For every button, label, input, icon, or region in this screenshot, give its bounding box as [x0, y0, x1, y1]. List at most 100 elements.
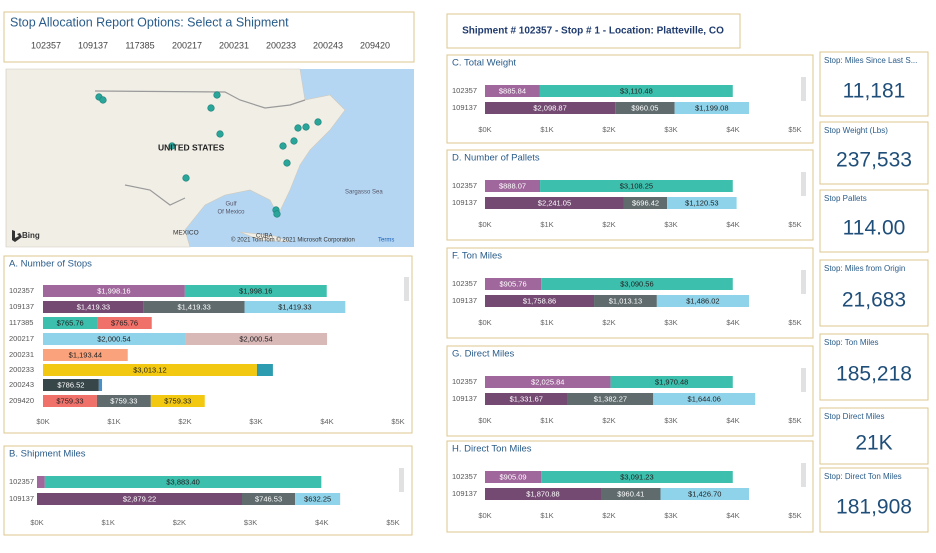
- slicer-title: Stop Allocation Report Options: Select a…: [10, 15, 289, 29]
- slicer-item[interactable]: 200243: [313, 40, 343, 50]
- map-point[interactable]: [290, 137, 298, 145]
- slicer-item[interactable]: 117385: [125, 40, 154, 50]
- bar-segment: [43, 301, 144, 313]
- map-point[interactable]: [273, 210, 281, 218]
- map-point[interactable]: [182, 174, 190, 182]
- map-point[interactable]: [314, 118, 322, 126]
- map-point[interactable]: [99, 96, 107, 104]
- data-label: $3,108.25: [620, 181, 653, 190]
- map-land: [5, 68, 346, 248]
- x-tick-label: $3K: [664, 220, 677, 229]
- data-label: $759.33: [56, 396, 83, 405]
- data-label: $3,883.40: [166, 477, 199, 486]
- x-tick-label: $0K: [36, 417, 49, 426]
- y-tick-label: 102357: [452, 377, 477, 386]
- x-tick-label: $1K: [107, 417, 120, 426]
- map-point[interactable]: [294, 124, 302, 132]
- bar-segment: [485, 393, 568, 405]
- slicer-item[interactable]: 209420: [360, 40, 390, 50]
- slicer-item[interactable]: 200217: [172, 40, 202, 50]
- kpi-label: Stop: Direct Ton Miles: [824, 472, 902, 481]
- map-point[interactable]: [279, 142, 287, 150]
- x-tick-label: $1K: [102, 518, 115, 527]
- y-tick-label: 109137: [452, 296, 477, 305]
- chart-title: D. Number of Pallets: [452, 153, 540, 164]
- map-point[interactable]: [302, 123, 310, 131]
- data-label: $1,419.33: [278, 302, 311, 311]
- data-label: $885.84: [499, 86, 526, 95]
- data-label: $2,025.84: [531, 377, 564, 386]
- bar-segment: [623, 197, 668, 209]
- bar-segment: [485, 85, 540, 97]
- y-tick-label: 200233: [9, 365, 34, 374]
- chart-panel: [446, 54, 814, 144]
- y-tick-label: 102357: [452, 279, 477, 288]
- scrollbar: [801, 77, 806, 101]
- data-label: $888.07: [499, 181, 526, 190]
- bar-segment: [43, 364, 257, 376]
- x-tick-label: $0K: [478, 220, 491, 229]
- map-label: UNITED STATES: [158, 142, 225, 152]
- chart-title: B. Shipment Miles: [9, 449, 86, 460]
- data-label: $1,970.48: [655, 377, 688, 386]
- data-label: $1,419.33: [77, 302, 110, 311]
- data-label: $3,013.12: [133, 365, 166, 374]
- slicer-item[interactable]: 102357: [31, 40, 61, 50]
- x-tick-label: $4K: [315, 518, 328, 527]
- kpi-value: 181,908: [836, 496, 912, 519]
- x-tick-label: $5K: [788, 220, 801, 229]
- bar-segment: [256, 364, 273, 376]
- kpi-label: Stop: Miles Since Last S...: [824, 56, 917, 65]
- kpi-card: [819, 407, 929, 465]
- data-label: $759.33: [110, 396, 137, 405]
- x-tick-label: $4K: [726, 318, 739, 327]
- map-point[interactable]: [207, 104, 215, 112]
- y-tick-label: 102357: [9, 286, 34, 295]
- map-label: MEXICO: [173, 230, 199, 237]
- data-label: $786.52: [57, 380, 84, 389]
- data-label: $759.33: [164, 396, 191, 405]
- scrollbar: [801, 463, 806, 487]
- map-label: Of Mexico: [217, 210, 245, 216]
- map-point[interactable]: [283, 159, 291, 167]
- bar-segment: [541, 278, 733, 290]
- bar-segment: [660, 488, 749, 500]
- bar-segment: [594, 295, 657, 307]
- slicer-item[interactable]: 200231: [219, 40, 249, 50]
- data-label: $905.09: [499, 472, 526, 481]
- chart-panel: [446, 149, 814, 241]
- kpi-card: [819, 189, 929, 253]
- x-tick-label: $1K: [540, 318, 553, 327]
- slicer-item[interactable]: 200233: [266, 40, 296, 50]
- bar-segment: [615, 102, 675, 114]
- map-land: [239, 231, 291, 243]
- data-label: $765.76: [111, 318, 138, 327]
- x-tick-label: $2K: [178, 417, 191, 426]
- data-label: $1,193.44: [69, 350, 102, 359]
- bar-segment: [97, 317, 152, 329]
- y-tick-label: 102357: [452, 472, 477, 481]
- slicer-item[interactable]: 109137: [78, 40, 108, 50]
- x-tick-label: $3K: [664, 511, 677, 520]
- map-point[interactable]: [213, 91, 221, 99]
- bar-segment: [43, 285, 185, 297]
- kpi-card: [819, 333, 929, 401]
- scrollbar: [801, 172, 806, 196]
- data-label: $1,419.33: [177, 302, 210, 311]
- x-tick-label: $3K: [249, 417, 262, 426]
- slicer-panel: [3, 11, 415, 63]
- y-tick-label: 102357: [452, 86, 477, 95]
- kpi-card: [819, 259, 929, 327]
- data-label: $1,426.70: [688, 489, 721, 498]
- bar-segment: [567, 393, 654, 405]
- data-label: $3,110.48: [620, 86, 653, 95]
- x-tick-label: $4K: [726, 125, 739, 134]
- map-point[interactable]: [168, 142, 176, 150]
- data-label: $765.76: [57, 318, 84, 327]
- x-tick-label: $4K: [726, 416, 739, 425]
- map-point[interactable]: [216, 130, 224, 138]
- bar-segment: [242, 493, 296, 505]
- map-label: Gulf: [225, 202, 236, 208]
- x-tick-label: $2K: [602, 318, 615, 327]
- x-tick-label: $2K: [602, 416, 615, 425]
